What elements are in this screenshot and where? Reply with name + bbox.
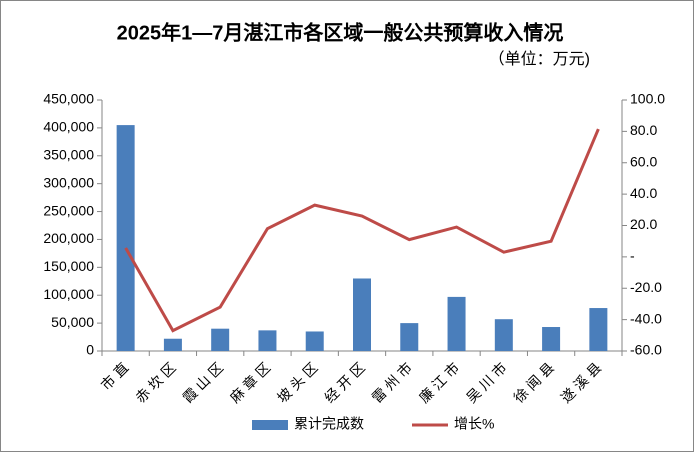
y2-tick-label: -20.0 xyxy=(630,279,662,295)
y2-tick-label: - xyxy=(630,248,635,264)
y2-tick-label: 80.0 xyxy=(630,122,657,138)
bar xyxy=(163,338,182,351)
y-tick-label: 50,000 xyxy=(51,314,94,330)
chart-subtitle: （单位：万元) xyxy=(489,50,590,68)
y2-tick-label: 20.0 xyxy=(630,216,657,232)
bar xyxy=(400,323,419,351)
bar xyxy=(258,330,277,351)
y2-tick-label: -60.0 xyxy=(630,342,662,358)
y-tick-label: 150,000 xyxy=(43,258,94,274)
y-tick-label: 0 xyxy=(86,342,94,358)
y-tick-label: 300,000 xyxy=(43,174,94,190)
bar xyxy=(211,328,230,351)
y2-tick-label: 100.0 xyxy=(630,91,665,107)
y-tick-label: 350,000 xyxy=(43,146,94,162)
legend-label: 增长% xyxy=(454,416,494,432)
y-tick-label: 200,000 xyxy=(43,230,94,246)
bar xyxy=(116,125,135,351)
y2-tick-label: -40.0 xyxy=(630,310,662,326)
y-tick-label: 400,000 xyxy=(43,119,94,135)
bar xyxy=(447,296,466,351)
line xyxy=(124,128,600,333)
legend-label: 累计完成数 xyxy=(294,416,364,432)
y-tick-label: 450,000 xyxy=(43,91,94,107)
bar xyxy=(589,308,608,351)
bar xyxy=(305,331,324,351)
bar xyxy=(542,327,561,351)
bar xyxy=(494,319,513,351)
y2-tick-label: 40.0 xyxy=(630,185,657,201)
bar xyxy=(353,278,371,351)
y2-tick-label: 60.0 xyxy=(630,153,657,169)
y-tick-label: 250,000 xyxy=(43,202,94,218)
chart-title: 2025年1—7月湛江市各区域一般公共预算收入情况 xyxy=(117,20,564,44)
legend-swatch xyxy=(252,420,288,430)
y-tick-label: 100,000 xyxy=(43,286,94,302)
